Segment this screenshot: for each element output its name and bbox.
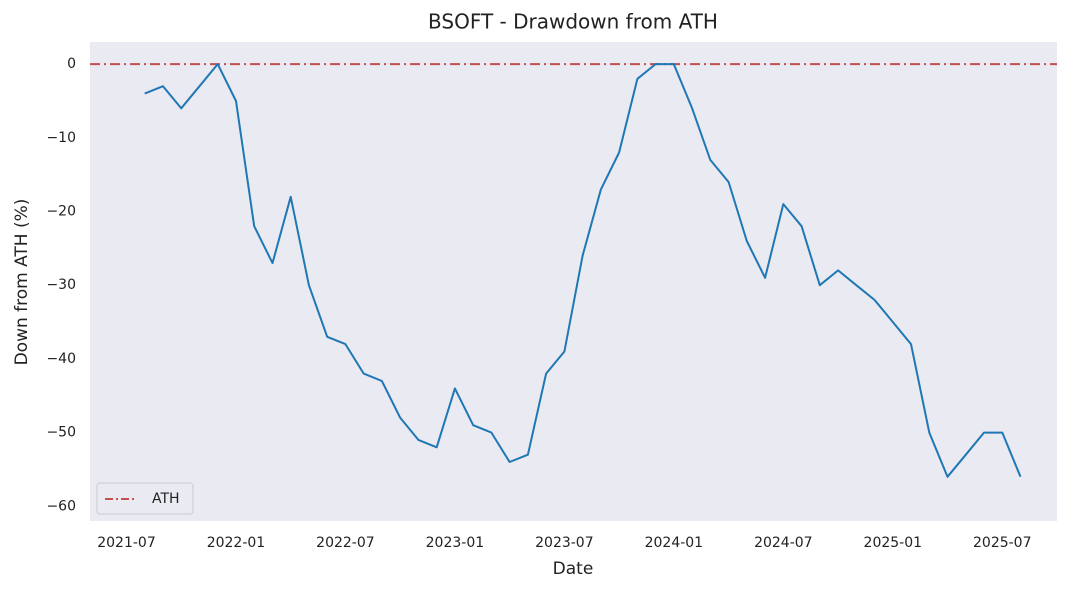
y-tick-label: −20: [46, 203, 76, 219]
plot-area: [90, 42, 1057, 521]
y-tick-label: 0: [67, 56, 76, 72]
x-tick-label: 2022-01: [207, 535, 266, 551]
x-tick-label: 2023-01: [426, 535, 485, 551]
x-tick-label: 2022-07: [316, 535, 375, 551]
legend-label: ATH: [152, 491, 180, 507]
x-tick-label: 2024-07: [754, 535, 813, 551]
x-tick-label: 2021-07: [97, 535, 156, 551]
data-line: [144, 63, 1022, 478]
y-tick-label: −10: [46, 130, 76, 146]
y-axis-label: Down from ATH (%): [12, 199, 32, 366]
x-tick-label: 2025-07: [973, 535, 1032, 551]
legend-box: [96, 482, 194, 515]
y-tick-label: −30: [46, 277, 76, 293]
y-tick-label: −50: [46, 425, 76, 441]
chart-title: BSOFT - Drawdown from ATH: [428, 10, 718, 34]
x-axis-label: Date: [553, 559, 594, 579]
y-tick-label: −60: [46, 498, 76, 514]
x-tick-label: 2024-01: [645, 535, 704, 551]
x-tick-label: 2025-01: [864, 535, 923, 551]
y-tick-label: −40: [46, 351, 76, 367]
x-tick-label: 2023-07: [535, 535, 594, 551]
